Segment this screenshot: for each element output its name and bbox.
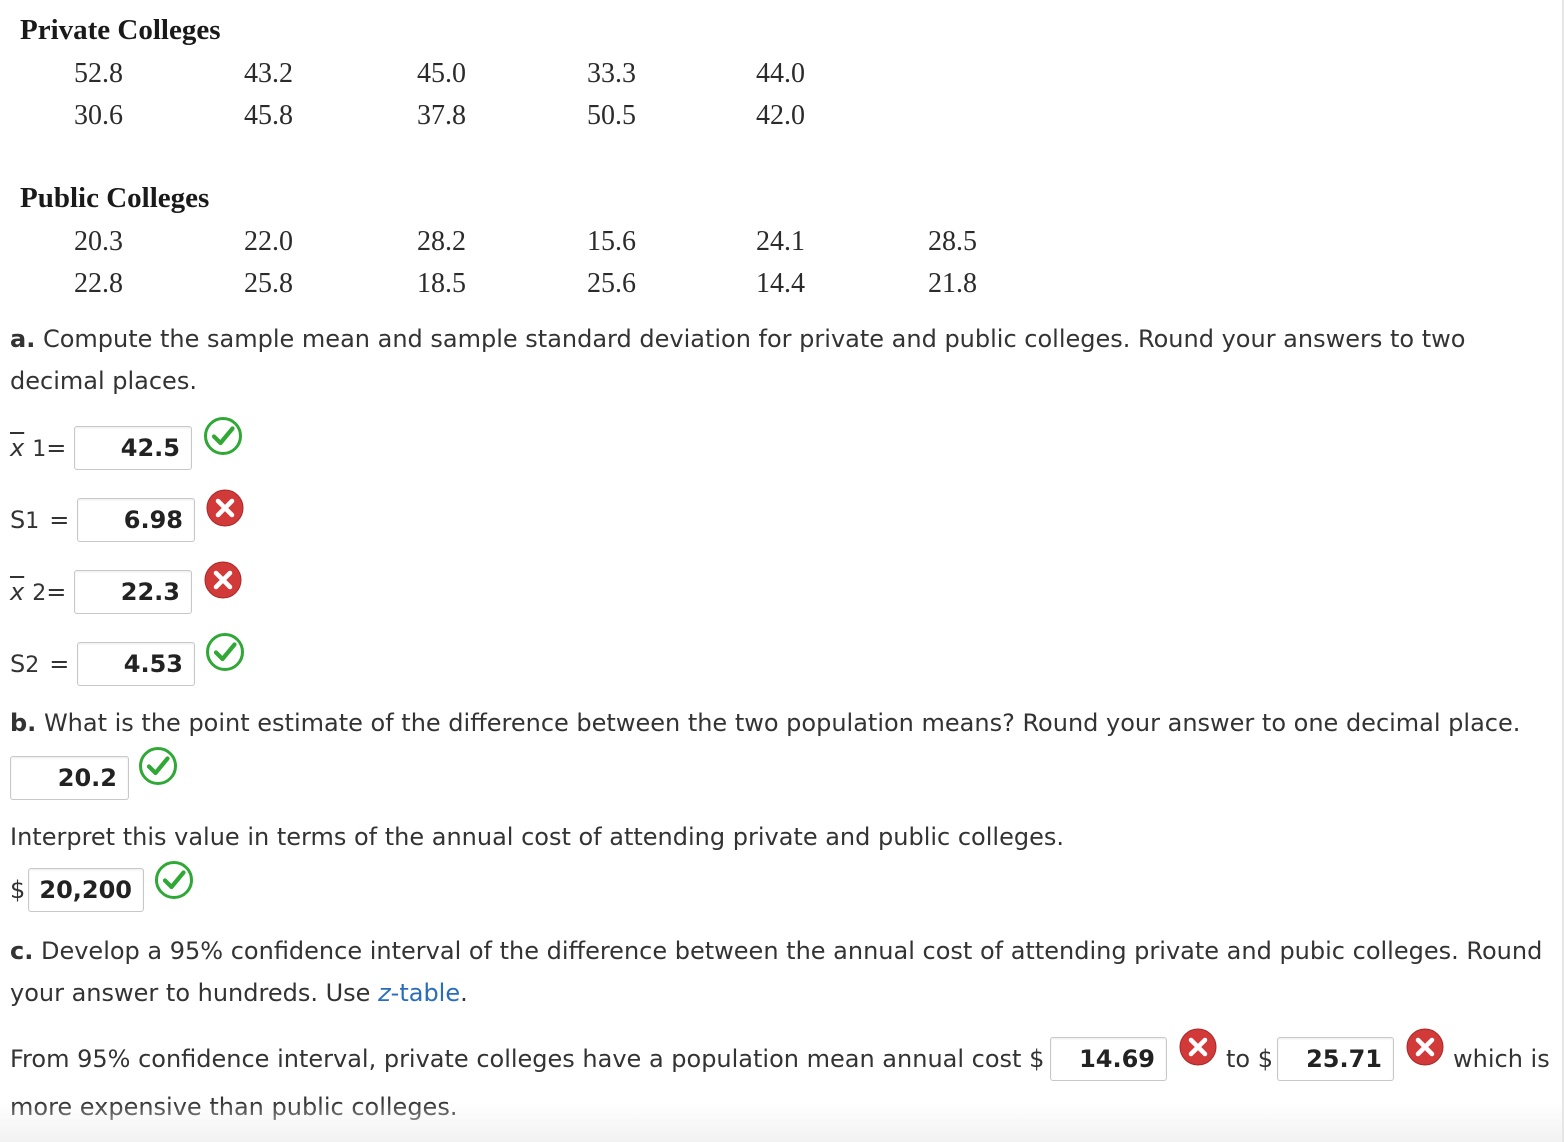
public-value: 15.6 bbox=[587, 226, 636, 257]
which-is-text: which is bbox=[1453, 1045, 1550, 1073]
z-table-link-italic: z bbox=[378, 979, 391, 1007]
part-a-question: a. Compute the sample mean and sample st… bbox=[10, 325, 1465, 353]
part-b-label: b. bbox=[10, 709, 37, 737]
xbar2-symbol: x bbox=[10, 578, 25, 606]
public-value: 18.5 bbox=[417, 268, 466, 299]
private-value: 37.8 bbox=[417, 100, 466, 131]
xbar2-label: x 2= bbox=[10, 578, 66, 606]
private-colleges-heading: Private Colleges bbox=[20, 14, 221, 46]
private-value: 42.0 bbox=[756, 100, 805, 131]
s2-equals: = bbox=[49, 650, 70, 678]
xbar1-symbol: x bbox=[10, 434, 25, 462]
public-value: 25.6 bbox=[587, 268, 636, 299]
public-value: 21.8 bbox=[928, 268, 977, 299]
s2-label: S2 = bbox=[10, 650, 69, 678]
incorrect-cross-icon bbox=[205, 488, 245, 528]
part-c-question: c. Develop a 95% confidence interval of … bbox=[10, 937, 1542, 965]
part-a-text-line1: Compute the sample mean and sample stand… bbox=[42, 325, 1466, 353]
part-c-text-line2: your answer to hundreds. Use z-table. bbox=[10, 979, 468, 1007]
private-value: 30.6 bbox=[74, 100, 123, 131]
part-a-label: a. bbox=[10, 325, 36, 353]
correct-check-icon bbox=[203, 416, 243, 456]
right-scroll-edge bbox=[1562, 0, 1564, 1142]
part-b-text: What is the point estimate of the differ… bbox=[43, 709, 1521, 737]
public-colleges-heading: Public Colleges bbox=[20, 182, 210, 214]
incorrect-cross-icon bbox=[1178, 1027, 1218, 1067]
part-c-label: c. bbox=[10, 937, 34, 965]
part-c-text-suffix: . bbox=[460, 979, 468, 1007]
part-b-question: b. What is the point estimate of the dif… bbox=[10, 709, 1520, 737]
private-value: 33.3 bbox=[587, 58, 636, 89]
z-table-link[interactable]: z-table bbox=[378, 979, 460, 1007]
part-c-text-line1: Develop a 95% confidence interval of the… bbox=[40, 937, 1543, 965]
xbar2-subscript: 2 bbox=[32, 581, 47, 606]
s1-input[interactable]: 6.98 bbox=[77, 498, 195, 542]
interval-low-input[interactable]: 14.69 bbox=[1050, 1037, 1167, 1081]
s2-subscript: 2 bbox=[25, 653, 40, 678]
interpret-text: Interpret this value in terms of the ann… bbox=[10, 823, 1064, 851]
public-value: 28.2 bbox=[417, 226, 466, 257]
private-value: 50.5 bbox=[587, 100, 636, 131]
xbar1-input[interactable]: 42.5 bbox=[74, 426, 192, 470]
public-value: 22.0 bbox=[244, 226, 293, 257]
public-value: 24.1 bbox=[756, 226, 805, 257]
incorrect-cross-icon bbox=[203, 560, 243, 600]
incorrect-cross-icon bbox=[1405, 1027, 1445, 1067]
private-value: 45.8 bbox=[244, 100, 293, 131]
public-value: 22.8 bbox=[74, 268, 123, 299]
s1-equals: = bbox=[49, 506, 70, 534]
correct-check-icon bbox=[138, 746, 178, 786]
s1-label: S1 = bbox=[10, 506, 69, 534]
difference-input[interactable]: 20.2 bbox=[10, 756, 129, 800]
s1-symbol: S bbox=[10, 506, 26, 534]
s2-symbol: S bbox=[10, 650, 26, 678]
dollar-sign: $ bbox=[10, 876, 26, 904]
part-c-text-prefix: your answer to hundreds. Use bbox=[10, 979, 379, 1007]
xbar1-equals: = bbox=[46, 434, 67, 462]
interpret-dollar-input[interactable]: 20,200 bbox=[28, 868, 144, 912]
confidence-sentence: From 95% confidence interval, private co… bbox=[10, 1045, 1045, 1073]
interval-high-input[interactable]: 25.71 bbox=[1277, 1037, 1394, 1081]
correct-check-icon bbox=[205, 632, 245, 672]
z-table-link-text: -table bbox=[390, 979, 461, 1007]
xbar1-subscript: 1 bbox=[32, 437, 47, 462]
bottom-fade bbox=[0, 1102, 1564, 1142]
public-value: 14.4 bbox=[756, 268, 805, 299]
private-value: 43.2 bbox=[244, 58, 293, 89]
part-a-text-line2: decimal places. bbox=[10, 367, 197, 395]
private-value: 52.8 bbox=[74, 58, 123, 89]
s2-input[interactable]: 4.53 bbox=[77, 642, 195, 686]
private-value: 45.0 bbox=[417, 58, 466, 89]
s1-subscript: 1 bbox=[25, 509, 40, 534]
private-value: 44.0 bbox=[756, 58, 805, 89]
to-dollar-text: to $ bbox=[1226, 1045, 1273, 1073]
public-value: 28.5 bbox=[928, 226, 977, 257]
correct-check-icon bbox=[154, 860, 194, 900]
xbar2-equals: = bbox=[46, 578, 67, 606]
public-value: 25.8 bbox=[244, 268, 293, 299]
xbar1-label: x 1= bbox=[10, 434, 66, 462]
xbar2-input[interactable]: 22.3 bbox=[74, 570, 192, 614]
public-value: 20.3 bbox=[74, 226, 123, 257]
